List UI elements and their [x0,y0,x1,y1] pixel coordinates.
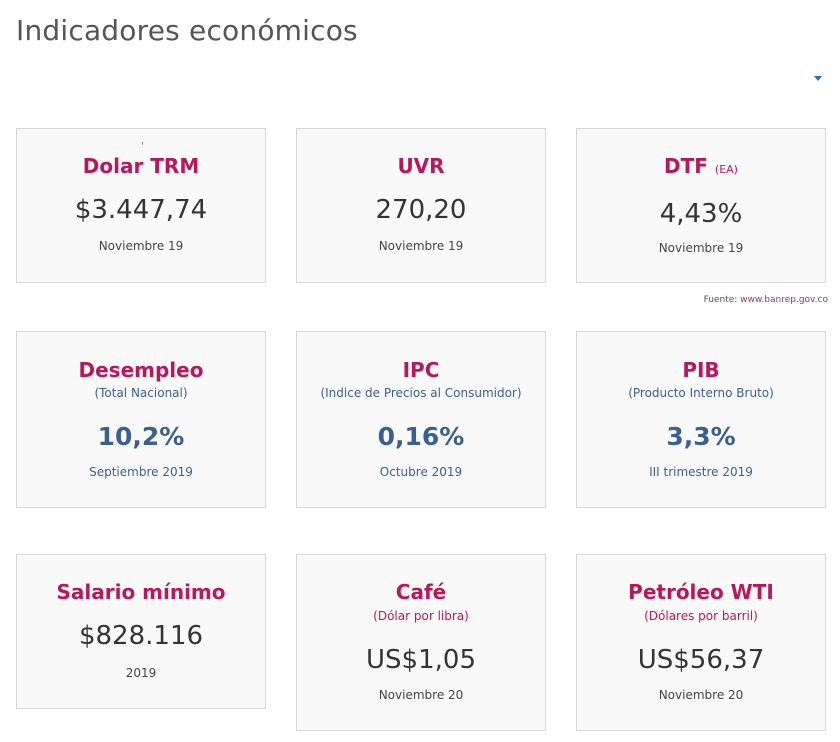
card-value: 270,20 [375,195,467,225]
card-date: Septiembre 2019 [89,465,193,479]
card-date: 2019 [125,666,157,680]
card-name: Salario mínimo [56,580,226,604]
card-dolar-trm: ' Dolar TRM $3.447,74 Noviembre 19 [16,128,266,283]
card-name: DTF (EA) [577,154,825,178]
card-date: III trimestre 2019 [649,465,753,479]
source-note: Fuente: www.banrep.gov.co [704,295,828,305]
card-name: Café [395,580,447,604]
card-value: 3,3% [666,422,736,451]
card-cafe: Café (Dólar por libra) US$1,05 Noviembre… [296,554,546,731]
card-value: 10,2% [97,422,185,451]
card-date: Noviembre 20 [658,688,744,702]
card-value: $828.116 [78,621,204,651]
card-date: Noviembre 19 [98,239,184,253]
caret-down-icon[interactable] [814,76,822,81]
card-petroleo-wti: Petróleo WTI (Dólares por barril) US$56,… [576,554,826,731]
card-name: IPC [402,358,440,382]
source-label: Fuente: [703,295,738,305]
card-value: US$1,05 [366,645,476,675]
card-ipc: IPC (Indice de Precios al Consumidor) 0,… [296,331,546,508]
card-name: UVR [397,154,445,178]
card-value: 0,16% [377,422,465,451]
card-value: $3.447,74 [74,195,208,225]
card-salario-minimo: Salario mínimo $828.116 2019 [16,554,266,709]
card-desempleo: Desempleo (Total Nacional) 10,2% Septiem… [16,331,266,508]
card-date: Noviembre 19 [378,239,464,253]
page-title: Indicadores económicos [16,14,358,47]
card-subtitle: (Dólares por barril) [644,609,758,623]
card-pib: PIB (Producto Interno Bruto) 3,3% III tr… [576,331,826,508]
card-subtitle: (Dólar por libra) [373,609,469,623]
source-link[interactable]: www.banrep.gov.co [740,295,828,305]
card-value: 4,43% [659,199,743,229]
card-date: Octubre 2019 [379,465,463,479]
card-subtitle: (Total Nacional) [94,386,188,400]
card-subtitle: (Indice de Precios al Consumidor) [320,386,522,400]
card-subtitle: (Producto Interno Bruto) [628,386,774,400]
card-name: Petróleo WTI [628,580,774,604]
card-dtf: DTF (EA) 4,43% Noviembre 19 [576,128,826,283]
card-name: Desempleo [78,358,204,382]
card-uvr: UVR 270,20 Noviembre 19 [296,128,546,283]
card-unit: (EA) [714,163,738,176]
card-name: PIB [682,358,720,382]
card-name-text: DTF [664,154,708,178]
card-date: Noviembre 19 [658,241,744,255]
card-name: Dolar TRM [82,154,200,178]
card-date: Noviembre 20 [378,688,464,702]
card-value: US$56,37 [637,645,765,675]
